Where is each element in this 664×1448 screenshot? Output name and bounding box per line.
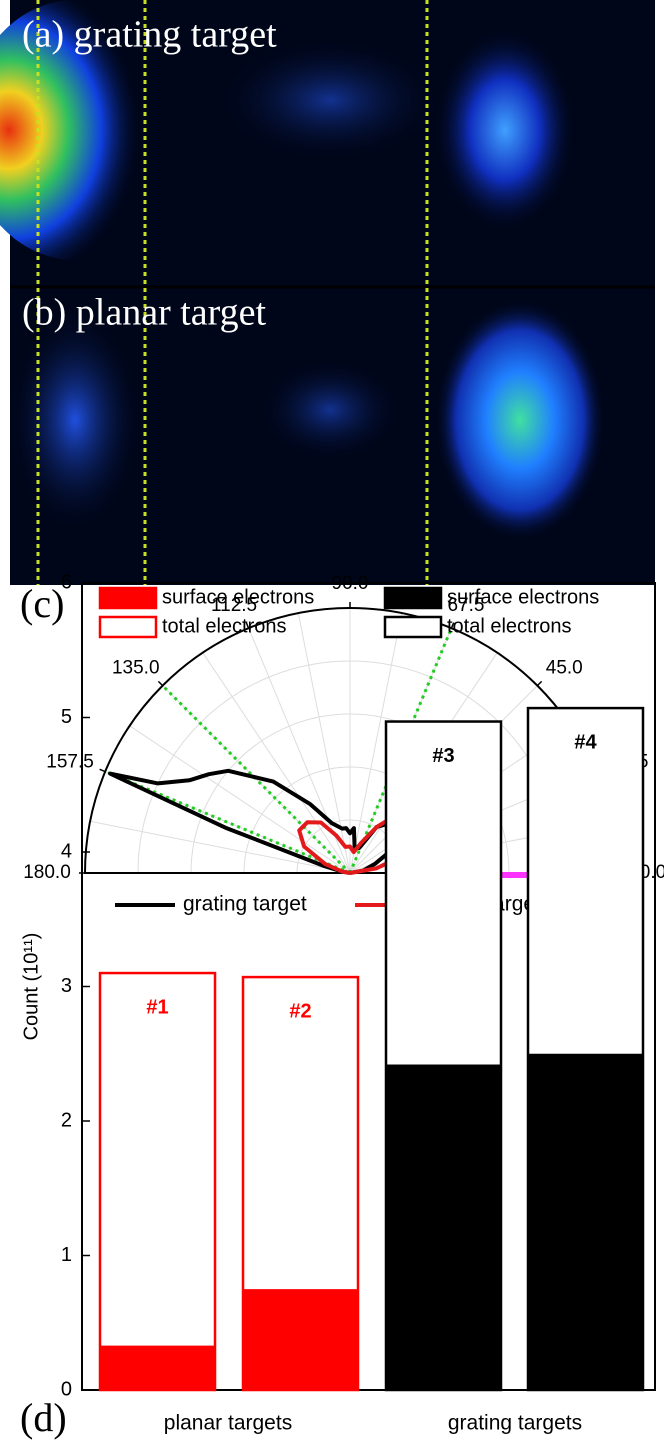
theta-tick-label: 45.0: [546, 658, 583, 679]
bar: [243, 1289, 358, 1390]
theta-tick-label: 112.5: [211, 595, 257, 616]
theta-tick-label: 157.5: [46, 751, 94, 772]
grid-spoke: [202, 652, 351, 874]
signal-spot: [435, 30, 575, 230]
y-tick-label: 3: [61, 975, 72, 997]
theta-tick-label: 135.0: [112, 658, 160, 679]
guide-line: [104, 770, 351, 875]
theta-tick-label: 180.0: [23, 862, 71, 883]
signal-spot: [260, 360, 400, 460]
group-label: planar targets: [164, 1412, 292, 1435]
y-tick-label: 0: [61, 1378, 72, 1400]
theta-tick: [536, 680, 543, 687]
y-axis-label: Count (10¹¹): [20, 933, 42, 1041]
guide-line: [348, 627, 453, 874]
group-label: grating targets: [448, 1412, 582, 1435]
panel-label: (a) grating target: [22, 14, 277, 56]
theta-tick: [157, 680, 164, 687]
bar-label: #2: [289, 1000, 311, 1022]
y-tick-label: 2: [61, 1109, 72, 1131]
theta-tick: [99, 768, 106, 773]
y-tick-label: 6: [61, 571, 72, 593]
legend-swatch: [98, 586, 158, 610]
theta-tick-label: 67.5: [447, 595, 484, 616]
grid-spoke: [349, 612, 403, 874]
bar: [98, 971, 217, 1392]
bar-label: #3: [432, 745, 454, 767]
y-tick-label: 1: [61, 1244, 72, 1266]
signal-spot: [435, 300, 605, 540]
panel-label: (b) planar target: [22, 292, 267, 334]
bar: [528, 1053, 643, 1390]
panel-label: (d): [20, 1395, 67, 1440]
legend-swatch: [98, 615, 158, 639]
guide-line: [161, 684, 352, 875]
signal-spot: [10, 310, 140, 530]
legend-label: surface electrons: [447, 586, 599, 608]
bar-chart: (d)0 1 2 3 4 5 6 Count (10¹¹) #1 #2 #3 #4 surface el…: [20, 571, 656, 1440]
legend-swatch: [383, 615, 443, 639]
legend-label: grating target: [183, 893, 307, 916]
legend-label: total electrons: [162, 615, 287, 637]
bar-label: #1: [146, 996, 168, 1018]
legend-label: surface electrons: [162, 586, 314, 608]
bar: [386, 1064, 501, 1390]
signal-spot: [220, 40, 440, 160]
legend-swatch: [383, 586, 443, 610]
theta-tick-label: 0.0: [640, 862, 664, 883]
image-panels: (a) grating target (b) planar target: [0, 0, 655, 585]
bar: [100, 1345, 215, 1390]
bar-label: #4: [574, 731, 597, 753]
theta-tick: [450, 622, 455, 629]
legend-label: total electrons: [447, 615, 572, 637]
grid-spoke: [129, 725, 351, 874]
y-tick-label: 5: [61, 706, 72, 728]
panel-label: (c): [20, 581, 64, 626]
grid-spoke: [89, 820, 351, 874]
y-tick-label: 4: [61, 840, 72, 862]
signal-spot: [0, 0, 185, 260]
theta-tick: [245, 622, 250, 629]
